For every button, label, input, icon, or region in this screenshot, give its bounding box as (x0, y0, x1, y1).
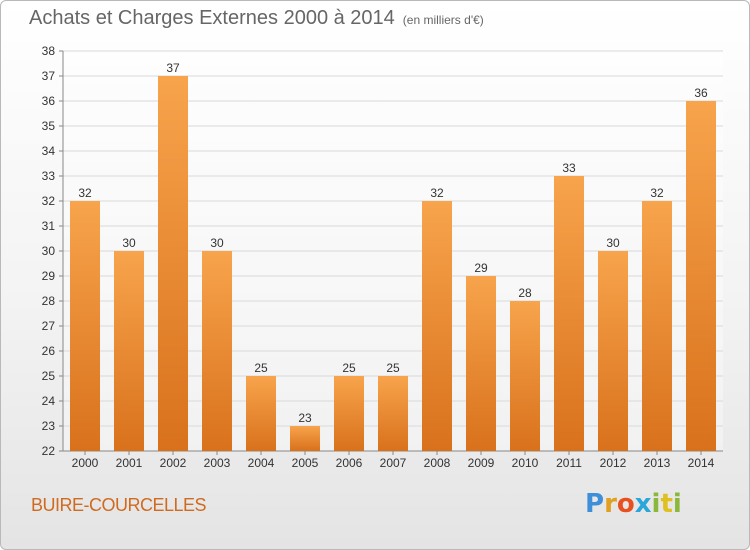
y-tick-label: 25 (42, 369, 56, 383)
y-tick-label: 24 (42, 394, 56, 408)
y-tick-label: 31 (42, 219, 56, 233)
y-tick-label: 36 (42, 94, 56, 108)
bar (686, 101, 716, 451)
y-tick-label: 26 (42, 344, 56, 358)
bar (202, 251, 232, 451)
bar-value-label: 25 (386, 361, 400, 375)
bar (466, 276, 496, 451)
bar (510, 301, 540, 451)
bar-value-label: 30 (210, 236, 224, 250)
proxiti-logo: Proxiti (585, 489, 682, 519)
x-tick-label: 2008 (424, 456, 451, 470)
y-tick-label: 23 (42, 419, 56, 433)
bar-value-label: 33 (562, 161, 576, 175)
bar-value-label: 23 (298, 411, 312, 425)
y-tick-label: 38 (42, 44, 56, 58)
bar-value-label: 30 (606, 236, 620, 250)
y-tick-label: 32 (42, 194, 56, 208)
commune-name: BUIRE-COURCELLES (31, 495, 207, 515)
y-tick-label: 34 (42, 144, 56, 158)
bar-value-label: 25 (342, 361, 356, 375)
bar-value-label: 32 (78, 186, 92, 200)
y-tick-label: 28 (42, 294, 56, 308)
bar-value-label: 37 (166, 61, 180, 75)
x-tick-label: 2005 (292, 456, 319, 470)
bar (114, 251, 144, 451)
x-tick-label: 2004 (248, 456, 275, 470)
y-tick-label: 30 (42, 244, 56, 258)
bar-value-label: 25 (254, 361, 268, 375)
bar (246, 376, 276, 451)
bar (642, 201, 672, 451)
y-tick-label: 37 (42, 69, 56, 83)
bar (70, 201, 100, 451)
x-tick-label: 2007 (380, 456, 407, 470)
bar-value-label: 30 (122, 236, 136, 250)
chart-title: Achats et Charges Externes 2000 à 2014 (e… (29, 7, 484, 30)
x-tick-label: 2001 (116, 456, 143, 470)
y-tick-label: 27 (42, 319, 56, 333)
bar (422, 201, 452, 451)
chart-unit: (en milliers d'€) (402, 13, 484, 27)
bar (290, 426, 320, 451)
x-tick-label: 2013 (644, 456, 671, 470)
x-tick-label: 2000 (72, 456, 99, 470)
x-tick-label: 2014 (688, 456, 715, 470)
x-tick-label: 2006 (336, 456, 363, 470)
x-tick-label: 2003 (204, 456, 231, 470)
x-tick-label: 2002 (160, 456, 187, 470)
bar-value-label: 36 (694, 86, 708, 100)
y-tick-label: 33 (42, 169, 56, 183)
y-tick-label: 22 (42, 444, 56, 458)
chart-title-text: Achats et Charges Externes 2000 à 2014 (29, 7, 395, 29)
x-tick-label: 2011 (556, 456, 582, 470)
bar (158, 76, 188, 451)
bar-value-label: 28 (518, 286, 532, 300)
bar-value-label: 32 (430, 186, 444, 200)
x-tick-label: 2009 (468, 456, 495, 470)
y-tick-label: 35 (42, 119, 56, 133)
bar-value-label: 32 (650, 186, 664, 200)
bar-value-label: 29 (474, 261, 488, 275)
x-tick-label: 2010 (512, 456, 539, 470)
bar (598, 251, 628, 451)
bar (334, 376, 364, 451)
y-tick-label: 29 (42, 269, 56, 283)
bar (554, 176, 584, 451)
x-tick-label: 2012 (600, 456, 627, 470)
bar (378, 376, 408, 451)
